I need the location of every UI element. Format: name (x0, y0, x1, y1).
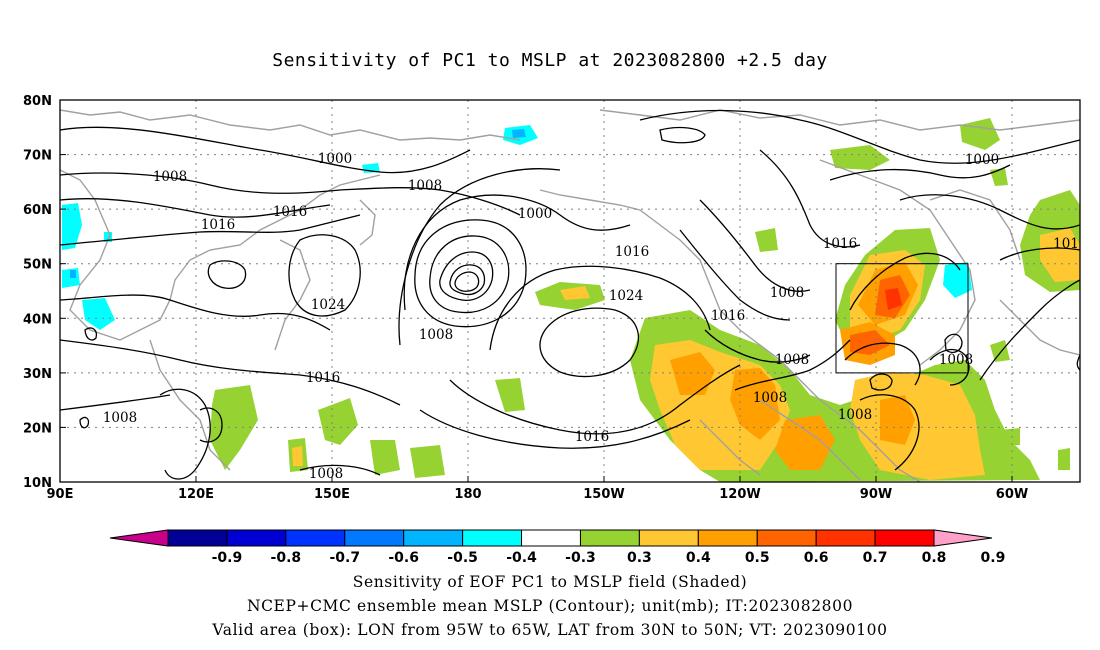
contour-label: 1016 (711, 308, 745, 324)
colorbar-swatch (579, 529, 640, 547)
lon-tick-label: 120W (719, 487, 760, 502)
lat-tick-label: 80N (23, 94, 52, 109)
colorbar-label: 0.4 (686, 550, 711, 566)
lon-tick-label: 150W (583, 487, 624, 502)
contour-label: 1008 (153, 169, 187, 185)
colorbar-max-arrow (933, 529, 993, 547)
sensitivity-shading-red (885, 288, 902, 310)
contour-label: 1016 (615, 244, 649, 260)
contour-label: 1000 (318, 151, 352, 167)
colorbar-swatch (403, 529, 464, 547)
colorbar-swatch (167, 529, 228, 547)
colorbar: -0.9 -0.8 -0.7 -0.6 -0.5 -0.4 -0.3 0.3 0.4 0.5 0.6… (109, 529, 1006, 566)
caption-line-2: NCEP+CMC ensemble mean MSLP (Contour); u… (246, 597, 854, 615)
colorbar-swatch (285, 529, 346, 547)
colorbar-swatch (462, 529, 523, 547)
lat-tick-label: 30N (23, 367, 52, 382)
colorbar-min-arrow (109, 529, 169, 547)
colorbar-swatch (697, 529, 758, 547)
colorbar-label: 0.6 (804, 550, 829, 566)
contour-label: 1024 (311, 297, 345, 313)
lat-tick-label: 60N (23, 203, 52, 218)
contour-label: 1016 (273, 204, 307, 220)
colorbar-swatch (756, 529, 817, 547)
colorbar-label: 0.9 (981, 550, 1006, 566)
colorbar-label: -0.5 (447, 550, 478, 566)
coastlines (60, 109, 1080, 482)
colorbar-label: -0.3 (565, 550, 596, 566)
map-frame (59, 99, 1081, 483)
contour-label: 1024 (609, 288, 643, 304)
lon-tick-label: 90W (860, 487, 892, 502)
chart-title: Sensitivity of PC1 to MSLP at 2023082800… (272, 50, 828, 71)
lon-tick-label: 90E (47, 487, 74, 502)
contour-label: 1000 (518, 206, 552, 222)
colorbar-label: -0.4 (506, 550, 537, 566)
lat-tick-label: 70N (23, 149, 52, 164)
colorbar-label: 0.8 (922, 550, 947, 566)
contour-label: 1016 (306, 370, 340, 386)
contour-label: 1016 (575, 429, 609, 445)
contour-label: 1008 (775, 352, 809, 368)
colorbar-label: -0.8 (271, 550, 302, 566)
contour-label: 101 (1053, 236, 1079, 252)
colorbar-label: -0.6 (388, 550, 419, 566)
latitude-axis: 80N 70N 60N 50N 40N 30N 20N 10N (23, 94, 66, 491)
lat-tick-label: 20N (23, 421, 52, 436)
colorbar-swatch (521, 529, 581, 547)
colorbar-swatch (874, 529, 935, 547)
contour-label: 1008 (419, 327, 453, 343)
contour-label: 1008 (408, 178, 442, 194)
contour-label: 1008 (770, 285, 804, 301)
colorbar-label: -0.9 (212, 550, 243, 566)
contour-label: 1008 (838, 407, 872, 423)
longitude-axis: 90E 120E 150E 180 150W 120W 90W 60W (47, 476, 1028, 502)
sensitivity-shading-cyan (62, 125, 972, 330)
lat-tick-label: 10N (23, 476, 52, 491)
lat-tick-label: 50N (23, 258, 52, 273)
contour-labels: 1000 1008 1008 1008 1016 1016 1000 1016 1024 1024… (103, 151, 1079, 482)
lat-tick-label: 40N (23, 312, 52, 327)
contour-label: 1016 (201, 217, 235, 233)
colorbar-swatch (815, 529, 876, 547)
colorbar-swatch (226, 529, 287, 547)
lon-tick-label: 180 (454, 487, 481, 502)
caption-line-1: Sensitivity of EOF PC1 to MSLP field (Sh… (352, 573, 748, 591)
sensitivity-shading-lightblue (70, 129, 526, 278)
contour-label: 1008 (309, 466, 343, 482)
lon-tick-label: 60W (996, 487, 1028, 502)
colorbar-label: -0.7 (329, 550, 360, 566)
contour-label: 1008 (753, 390, 787, 406)
colorbar-label: 0.5 (745, 550, 770, 566)
caption-line-3: Valid area (box): LON from 95W to 65W, L… (212, 621, 888, 639)
lon-tick-label: 150E (314, 487, 350, 502)
lon-tick-label: 120E (178, 487, 214, 502)
colorbar-label: 0.7 (863, 550, 888, 566)
colorbar-swatch (344, 529, 405, 547)
valid-area-box (835, 263, 969, 374)
map-panel: 1000 1008 1008 1008 1016 1016 1000 1016 1024 1024… (60, 100, 1080, 482)
contour-label: 1016 (823, 236, 857, 252)
colorbar-swatch (638, 529, 699, 547)
mslp-contours (60, 109, 1080, 480)
colorbar-label: 0.3 (627, 550, 652, 566)
contour-label: 1008 (939, 352, 973, 368)
lat-lon-grid (60, 100, 1080, 482)
contour-label: 1000 (965, 152, 999, 168)
contour-label: 1008 (103, 410, 137, 426)
